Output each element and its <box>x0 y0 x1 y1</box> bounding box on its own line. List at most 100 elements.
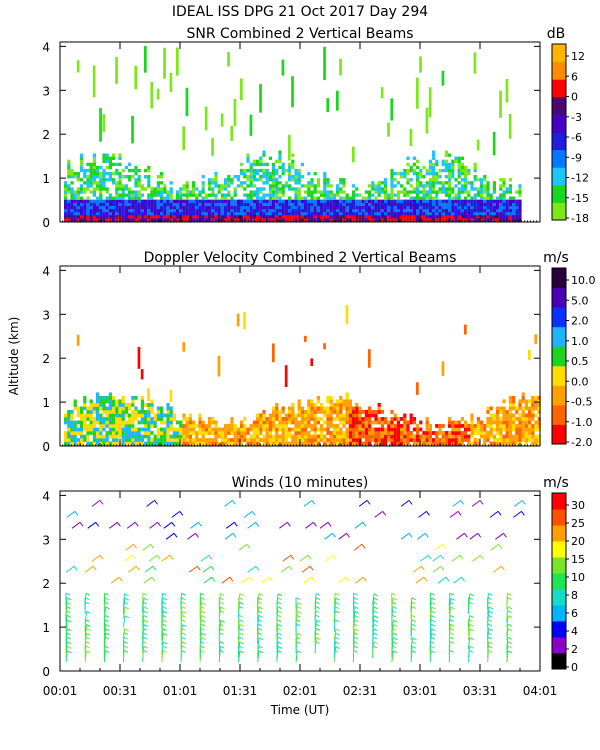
snr-cell <box>425 218 429 222</box>
velocity-cell <box>403 427 407 432</box>
snr-cell <box>140 199 144 203</box>
velocity-cell <box>380 431 384 435</box>
colorbar-segment <box>552 326 566 347</box>
velocity-cell <box>214 424 218 428</box>
wind-barb <box>429 602 432 614</box>
snr-cell <box>444 153 448 157</box>
snr-cell <box>99 196 103 200</box>
velocity-cell <box>80 434 84 439</box>
snr-cell <box>204 211 208 216</box>
snr-cell <box>188 208 192 213</box>
wind-barb-flag <box>211 576 216 582</box>
velocity-cell <box>108 441 112 446</box>
snr-cell <box>208 205 212 210</box>
velocity-cell <box>377 438 381 442</box>
snr-cell <box>70 208 74 213</box>
snr-cell <box>288 168 292 173</box>
snr-cell <box>134 184 138 188</box>
velocity-cell <box>185 427 189 432</box>
snr-cell <box>73 214 77 219</box>
snr-cell <box>515 218 519 222</box>
snr-cell <box>320 205 324 210</box>
colorbar-tick-label: -3 <box>571 111 582 124</box>
snr-cell <box>112 153 116 157</box>
snr-cell <box>96 171 100 176</box>
snr-cell <box>124 184 128 188</box>
snr-cell <box>473 187 477 191</box>
snr-cell <box>460 190 464 194</box>
velocity-cell <box>332 402 336 407</box>
snr-cell <box>339 196 343 200</box>
snr-cell <box>144 205 148 210</box>
snr-cell <box>278 165 282 170</box>
snr-cell <box>451 168 455 173</box>
snr-cell <box>339 58 342 76</box>
snr-cell <box>288 214 292 219</box>
snr-cell <box>307 171 311 176</box>
wind-barb-flag <box>249 576 253 582</box>
snr-cell <box>508 199 512 203</box>
snr-cell <box>134 168 138 173</box>
velocity-cell <box>310 399 314 404</box>
snr-cell <box>128 199 132 203</box>
velocity-cell <box>227 424 231 428</box>
snr-cell <box>246 199 250 203</box>
wind-barb-flag <box>238 627 244 631</box>
velocity-cell <box>400 441 404 446</box>
wind-barb-flag <box>239 601 244 605</box>
snr-cell <box>403 187 407 191</box>
snr-cell <box>412 214 416 219</box>
snr-cell <box>441 214 445 219</box>
snr-cell <box>358 199 362 203</box>
velocity-cell <box>67 427 71 432</box>
snr-cell <box>185 208 189 213</box>
snr-cell <box>396 208 400 213</box>
velocity-cell <box>89 427 93 432</box>
snr-cell <box>243 214 247 219</box>
wind-barb <box>487 611 490 623</box>
snr-cell <box>153 218 157 222</box>
snr-cell <box>460 187 464 191</box>
snr-cell <box>224 208 228 213</box>
snr-cell <box>236 205 240 210</box>
snr-cell <box>156 184 160 188</box>
wind-barb-flag <box>232 500 236 505</box>
snr-cell <box>67 211 71 216</box>
velocity-cell <box>332 417 336 421</box>
velocity-cell <box>166 431 170 435</box>
snr-cell <box>380 205 384 210</box>
velocity-cell <box>323 406 327 411</box>
wind-barb-flag <box>162 623 167 627</box>
snr-cell <box>188 199 192 203</box>
velocity-cell <box>352 420 356 425</box>
velocity-cell <box>537 410 541 414</box>
snr-cell <box>188 214 192 219</box>
snr-cell <box>380 199 384 203</box>
wind-barb-flag <box>382 511 387 516</box>
velocity-cell <box>470 441 474 446</box>
snr-cell <box>281 199 285 203</box>
snr-cell <box>403 218 407 222</box>
y-tick-label: 4 <box>42 264 50 278</box>
velocity-cell <box>502 434 506 439</box>
snr-cell <box>288 162 292 167</box>
velocity-cell <box>73 424 77 428</box>
snr-cell <box>297 181 301 185</box>
snr-cell <box>371 214 375 219</box>
wind-barb-flag <box>66 641 72 645</box>
snr-cell <box>393 211 397 216</box>
velocity-cell <box>102 420 106 425</box>
velocity-cell <box>182 438 186 442</box>
snr-cell <box>163 214 167 219</box>
velocity-cell <box>432 441 436 446</box>
velocity-cell <box>224 434 228 439</box>
velocity-cell <box>342 420 346 425</box>
velocity-cell <box>524 427 528 432</box>
snr-cell <box>281 187 285 191</box>
snr-cell <box>214 202 218 207</box>
velocity-cell <box>153 441 157 446</box>
snr-cell <box>262 171 266 176</box>
snr-cell <box>438 187 442 191</box>
velocity-cell <box>134 413 138 418</box>
wind-barb-flag <box>315 606 321 609</box>
